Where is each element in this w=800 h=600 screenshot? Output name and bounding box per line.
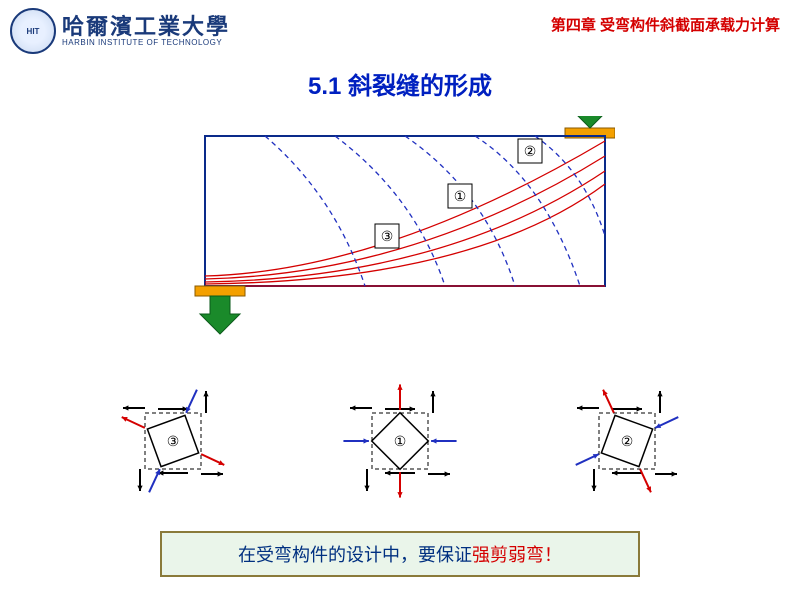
support-arrow-bottom-icon <box>195 286 245 334</box>
load-arrow-top-icon <box>565 116 615 138</box>
section-title: 5.1 斜裂缝的形成 <box>0 66 800 101</box>
svg-text:③: ③ <box>381 228 394 244</box>
svg-text:③: ③ <box>167 433 180 449</box>
design-note: 在受弯构件的设计中，要保证强剪弱弯！ <box>160 531 640 577</box>
svg-text:②: ② <box>524 143 537 159</box>
university-name-en: HARBIN INSTITUTE OF TECHNOLOGY <box>62 39 230 48</box>
stress-element-2: ② <box>562 381 692 501</box>
page-header: HIT 哈爾濱工業大學 HARBIN INSTITUTE OF TECHNOLO… <box>0 0 800 54</box>
svg-text:①: ① <box>454 188 467 204</box>
stress-element-1: ① <box>335 381 465 501</box>
note-emphasis: 强剪弱弯！ <box>472 545 562 565</box>
beam-diagram: ① ② ③ <box>185 141 615 341</box>
beam-point-labels: ① ② ③ <box>375 139 542 248</box>
tension-trajectories <box>205 141 605 286</box>
compression-trajectories <box>265 136 605 286</box>
svg-text:①: ① <box>394 433 407 449</box>
stress-state-row: ③ ① ② <box>0 381 800 501</box>
logo-area: HIT 哈爾濱工業大學 HARBIN INSTITUTE OF TECHNOLO… <box>10 8 230 54</box>
university-name-cn: 哈爾濱工業大學 <box>62 15 230 39</box>
chapter-label: 第四章 受弯构件斜截面承载力计算 <box>551 14 780 35</box>
note-prefix: 在受弯构件的设计中，要保证 <box>238 545 472 565</box>
university-logo: HIT <box>10 8 56 54</box>
beam-outline <box>205 136 605 286</box>
university-name-block: 哈爾濱工業大學 HARBIN INSTITUTE OF TECHNOLOGY <box>62 15 230 48</box>
svg-text:②: ② <box>620 433 633 449</box>
stress-element-3: ③ <box>108 381 238 501</box>
